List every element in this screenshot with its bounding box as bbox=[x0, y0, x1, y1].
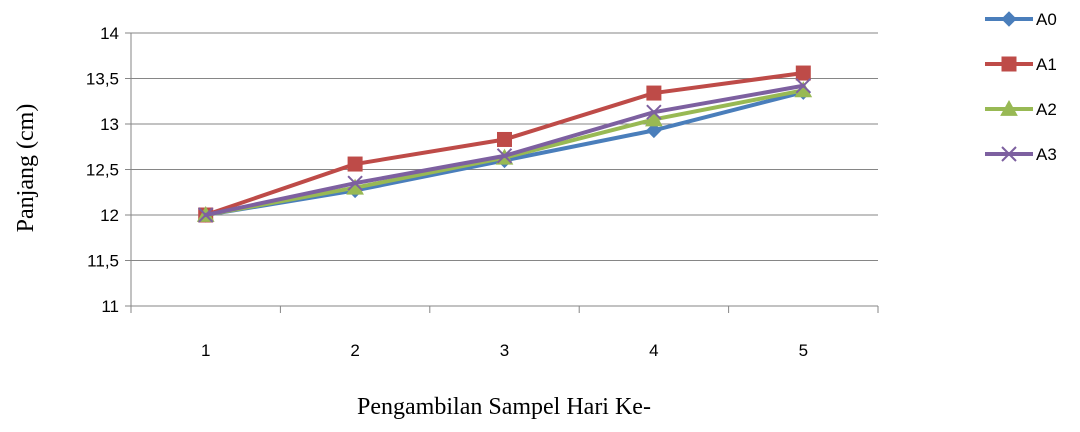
data-point bbox=[795, 78, 812, 94]
data-point bbox=[197, 207, 214, 223]
legend-marker bbox=[1001, 146, 1017, 162]
y-tick-labels: 11 11,5 12 12,5 13 13,5 14 bbox=[86, 24, 119, 316]
series-a2 bbox=[196, 81, 813, 222]
series-layer bbox=[196, 65, 813, 223]
y-tick-label: 14 bbox=[100, 24, 119, 43]
x-tick-label: 4 bbox=[649, 341, 658, 360]
x-axis-title: Pengambilan Sampel Hari Ke- bbox=[357, 394, 651, 420]
x-tick-label: 3 bbox=[500, 341, 509, 360]
x-marker-stroke bbox=[646, 104, 662, 120]
y-tick-label: 13 bbox=[100, 115, 119, 134]
axes-layer bbox=[130, 33, 878, 307]
legend-label: A0 bbox=[1036, 10, 1057, 29]
legend-marker bbox=[1000, 99, 1018, 116]
data-point bbox=[646, 122, 662, 139]
y-tick-label: 11,5 bbox=[87, 252, 119, 271]
data-point bbox=[795, 65, 811, 81]
legend-item: A3 bbox=[985, 145, 1057, 164]
data-point bbox=[347, 175, 363, 191]
x-tick-label: 1 bbox=[201, 341, 210, 360]
series-a3 bbox=[197, 78, 812, 223]
x-marker-stroke bbox=[795, 78, 812, 94]
legend-item: A0 bbox=[985, 10, 1057, 29]
data-point bbox=[646, 85, 662, 101]
y-tick-label: 11 bbox=[101, 297, 119, 316]
x-marker-stroke bbox=[197, 207, 214, 223]
data-point bbox=[496, 148, 513, 164]
legend-marker bbox=[1001, 56, 1017, 72]
data-point bbox=[347, 156, 363, 172]
legend-item: A2 bbox=[985, 99, 1057, 119]
legend-label: A3 bbox=[1036, 145, 1057, 164]
x-tick-label: 5 bbox=[799, 341, 808, 360]
legend: A0 A1 A2 A3 bbox=[985, 10, 1057, 164]
x-marker-stroke bbox=[1001, 146, 1017, 162]
grid-layer bbox=[125, 32, 879, 313]
data-point bbox=[646, 104, 662, 120]
legend-label: A1 bbox=[1036, 55, 1057, 74]
legend-item: A1 bbox=[985, 55, 1057, 74]
legend-marker bbox=[1001, 11, 1017, 27]
legend-label: A2 bbox=[1036, 100, 1057, 119]
y-tick-label: 13,5 bbox=[86, 70, 119, 89]
x-marker-stroke bbox=[496, 148, 513, 164]
x-marker-stroke bbox=[347, 175, 363, 191]
x-tick-label: 2 bbox=[350, 341, 359, 360]
data-point bbox=[645, 110, 663, 127]
x-tick-labels: 1 2 3 4 5 bbox=[201, 341, 808, 360]
data-point bbox=[497, 131, 512, 147]
y-tick-label: 12,5 bbox=[86, 161, 119, 180]
y-tick-label: 12 bbox=[100, 206, 119, 225]
y-axis-title: Panjang (cm) bbox=[13, 104, 39, 233]
